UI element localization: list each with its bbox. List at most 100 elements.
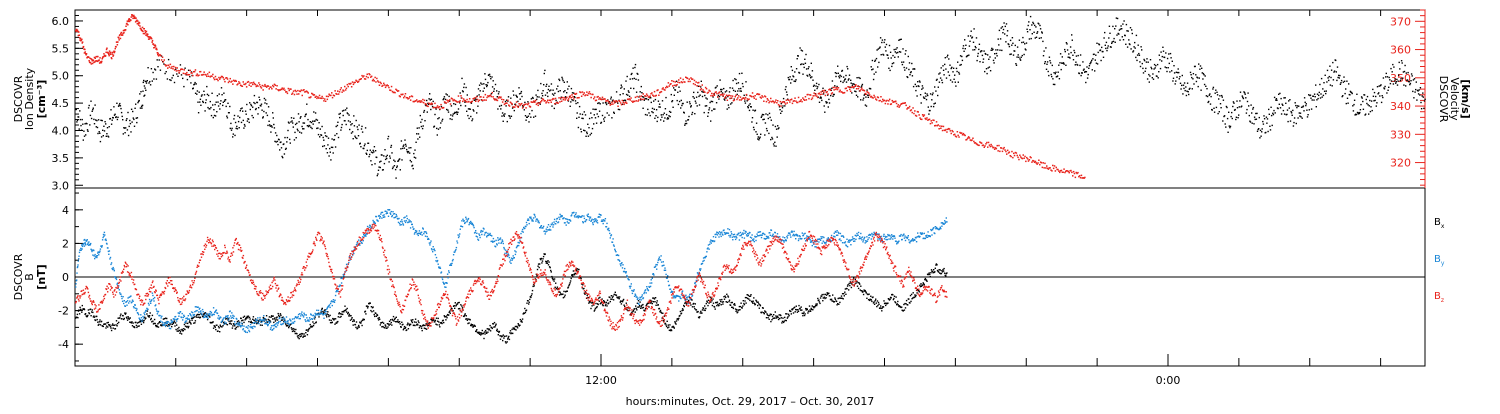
density-series-point: [1031, 24, 1032, 25]
velocity-series-point: [351, 86, 353, 88]
velocity-series-point: [426, 104, 428, 106]
b-bx-point: [500, 339, 501, 340]
density-series-point: [1078, 55, 1079, 56]
velocity-series-point: [103, 53, 105, 55]
density-series-point: [1005, 26, 1006, 27]
b-bx-point: [132, 322, 133, 323]
b-bx-point: [514, 328, 515, 329]
velocity-series-point: [423, 102, 425, 104]
density-series-point: [160, 70, 161, 71]
density-series-point: [1168, 67, 1169, 68]
velocity-series-point: [283, 88, 285, 90]
density-series-point: [828, 99, 829, 100]
velocity-series-point: [709, 90, 711, 92]
velocity-series-point: [466, 101, 468, 103]
density-series-point: [562, 80, 563, 81]
b-bx-point: [715, 308, 716, 309]
velocity-series-point: [635, 97, 637, 99]
b-bx-point: [547, 260, 548, 261]
density-series-point: [1086, 71, 1087, 72]
density-series-point: [832, 96, 833, 97]
velocity-series-point: [212, 74, 214, 76]
density-series-point: [661, 114, 662, 115]
velocity-series-point: [566, 97, 568, 99]
b-bx-point: [635, 311, 636, 312]
b-bx-point: [384, 327, 385, 328]
density-series-point: [544, 70, 545, 71]
density-series-point: [1277, 108, 1278, 109]
density-series-point: [346, 124, 347, 125]
density-series-point: [1252, 108, 1253, 109]
velocity-series-point: [814, 95, 816, 97]
density-series-point: [1270, 107, 1271, 108]
density-series-point: [1103, 37, 1104, 38]
density-series-point: [542, 95, 543, 96]
density-series-point: [520, 99, 521, 100]
density-series-point: [486, 86, 487, 87]
velocity-series-point: [298, 93, 300, 95]
density-series-point: [508, 96, 509, 97]
b-bx-point: [111, 325, 112, 326]
density-series-point: [720, 89, 721, 90]
velocity-series-point: [175, 67, 177, 69]
velocity-series-point: [664, 89, 666, 91]
velocity-series-point: [744, 98, 746, 100]
density-series-point: [798, 55, 799, 56]
density-series-point: [200, 99, 201, 100]
density-series-point: [896, 47, 897, 48]
density-series-point: [587, 133, 588, 134]
density-series-point: [845, 78, 846, 79]
density-series-point: [420, 115, 421, 116]
density-series-point: [1290, 111, 1291, 112]
density-series-point: [998, 38, 999, 39]
b-series-bx: [75, 253, 948, 343]
density-series-point: [835, 76, 836, 77]
density-series-point: [1326, 90, 1327, 91]
b-bx-point: [403, 329, 404, 330]
density-series-point: [463, 87, 464, 88]
b-bx-point: [309, 328, 310, 329]
density-series-point: [814, 90, 815, 91]
density-series-point: [349, 129, 350, 130]
b-bx-point: [753, 297, 754, 298]
density-series-point: [120, 108, 121, 109]
velocity-series-point: [422, 99, 424, 101]
density-series-point: [1183, 85, 1184, 86]
density-series-point: [956, 71, 957, 72]
b-bx-point: [152, 315, 153, 316]
b-bx-point: [654, 298, 655, 299]
density-series-point: [246, 114, 247, 115]
density-series-point: [388, 136, 389, 137]
density-series-point: [705, 105, 706, 106]
density-series-point: [287, 137, 288, 138]
b-bx-point: [105, 327, 106, 328]
b-y-tick-label: -2: [58, 305, 69, 318]
density-series-point: [1191, 77, 1192, 78]
velocity-series-point: [785, 103, 787, 105]
velocity-series-point: [242, 86, 244, 88]
density-series-point: [413, 153, 414, 154]
density-series-point: [532, 98, 533, 99]
density-series-point: [1013, 54, 1014, 55]
density-series-point: [1376, 102, 1377, 103]
density-series-point: [447, 110, 448, 111]
b-bx-point: [636, 309, 637, 310]
b-bx-point: [678, 318, 679, 319]
velocity-series-point: [530, 106, 532, 108]
density-series-point: [330, 159, 331, 160]
velocity-series-point: [227, 78, 229, 80]
b-bx-point: [495, 325, 496, 326]
b-bx-point: [622, 301, 623, 302]
b-bx-point: [499, 331, 500, 332]
density-series-point: [961, 56, 962, 57]
b-bx-point: [799, 308, 800, 309]
density-series-point: [812, 80, 813, 81]
b-bx-point: [196, 317, 197, 318]
velocity-series-point: [479, 100, 481, 102]
velocity-series-point: [369, 74, 371, 76]
density-series-point: [647, 114, 648, 115]
density-series-point: [979, 61, 980, 62]
velocity-series-point: [550, 100, 552, 102]
density-series-point: [748, 105, 749, 106]
velocity-series-point: [507, 100, 509, 102]
